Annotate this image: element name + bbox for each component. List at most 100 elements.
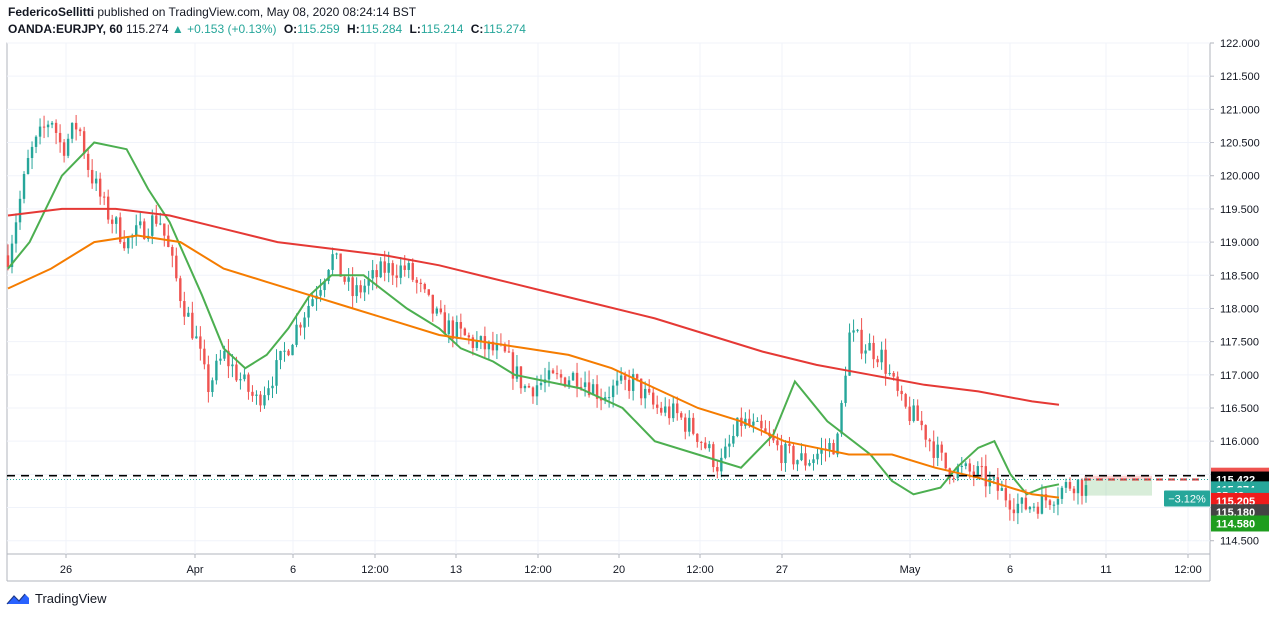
candle-body [784,443,787,464]
tradingview-brand: TradingView [35,591,107,606]
candle-body [66,138,70,156]
candle-body [968,463,971,472]
candle-body [575,372,579,387]
x-tick-label: 12:00 [1174,564,1202,576]
y-tick-label: 118.000 [1220,303,1259,315]
y-tick-label: 116.000 [1220,436,1259,448]
candle-body [984,466,988,487]
candle-body [62,142,66,156]
candle-body [1048,500,1052,506]
candle-body [908,406,911,422]
y-tick-label: 121.000 [1220,104,1260,116]
tradingview-footer[interactable]: TradingView [6,591,107,606]
candle-body [98,178,102,197]
candle-body [772,436,775,441]
y-tick-label: 119.500 [1220,204,1259,216]
candle-body [704,442,707,449]
symbol-name[interactable]: OANDA:EURJPY, 60 [8,22,123,36]
candle-body [720,457,723,472]
candle-body [587,382,591,396]
candle-body [900,390,903,395]
candle-body [479,336,483,341]
y-tick-label: 120.000 [1220,171,1260,183]
candle-body [928,439,931,442]
candle-body [295,324,298,345]
candle-body [804,453,807,466]
candle-body [848,332,851,376]
ma-fast-line[interactable] [7,141,1060,496]
candle-body [391,263,394,276]
candle-body [347,277,350,282]
candle-body [555,373,559,375]
ma-mid-line[interactable] [7,234,1060,499]
candle-body [439,308,443,313]
x-tick-label: May [900,564,921,576]
candle-body [527,385,531,388]
candle-body [487,341,491,350]
publish-text: published on TradingView.com, May 08, 20… [97,5,417,19]
candle-body [591,384,595,396]
candle-body [868,342,871,351]
candle-body [419,282,422,284]
candle-body [335,253,338,255]
candle-body [1056,498,1060,505]
candle-body [463,328,467,336]
candle-body [547,370,551,380]
candle-body [427,289,430,295]
candle-body [639,378,643,399]
high-value: 115.284 [359,22,403,36]
candle-body [603,397,607,401]
candle-body [696,433,699,442]
candle-body [407,263,410,270]
candle-body [399,265,402,278]
candle-body [676,403,679,414]
candle-body [619,375,623,381]
open-label: O: [283,22,298,36]
candle-body [215,360,218,381]
y-tick-label: 114.500 [1220,536,1259,548]
candle-body [235,364,238,381]
candle-body [1060,487,1064,499]
candle-body [1008,500,1012,510]
candle-body [732,435,735,444]
stop-zone[interactable] [1084,475,1152,480]
candle-body [451,320,455,339]
candle-body [323,280,326,291]
candle-body [656,404,659,408]
candle-body [102,196,106,198]
author-name[interactable]: FedericoSellitti [8,5,95,19]
candle-body [491,341,495,351]
target-zone[interactable] [1084,479,1152,496]
candle-body [1080,479,1084,496]
y-tick-label: 116.500 [1220,403,1259,415]
candle-body [211,380,214,393]
candle-body [599,398,603,401]
candle-body [243,374,246,380]
plot-area[interactable] [6,42,1211,555]
candle-body [267,388,270,396]
x-tick-label: 11 [1100,564,1111,576]
candle-body [692,417,695,434]
candle-body [1016,503,1020,514]
candle-body [6,255,10,267]
candle-body [475,340,479,348]
ma-slow-line[interactable] [7,207,1060,406]
candle-body [764,428,767,433]
candle-body [756,420,759,422]
candle-body [70,122,74,139]
candle-body [844,375,847,403]
candle-body [672,403,675,419]
last-price: 115.274 [126,22,169,36]
candle-body [395,275,398,278]
candle-body [1068,482,1072,489]
candle-body [375,270,378,278]
candle-body [283,350,286,352]
candle-body [535,385,539,397]
candle-body [339,253,342,277]
candle-body [291,344,294,356]
candle-body [435,308,438,314]
candle-body [119,217,122,243]
candle-body [171,247,174,256]
candle-body [712,444,715,468]
